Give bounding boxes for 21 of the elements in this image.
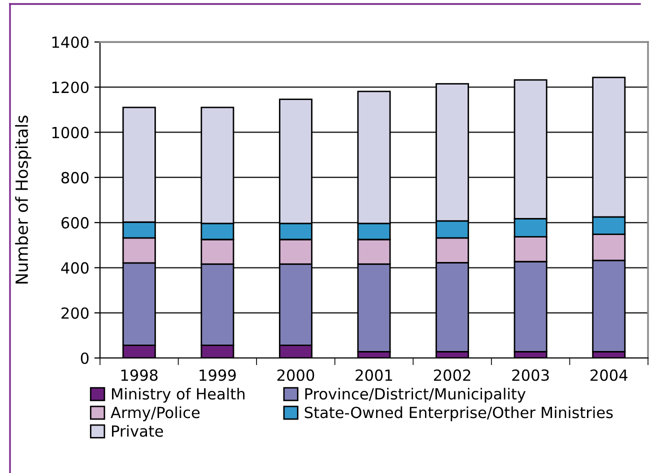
- x-tick-label: 2000: [277, 369, 314, 381]
- y-tick-label: 800: [61, 172, 89, 184]
- legend-label: State-Owned Enterprise/Other Ministries: [304, 406, 613, 422]
- y-axis-title: Number of Hospitals: [15, 116, 32, 284]
- x-tick-label: 1998: [121, 369, 158, 381]
- y-tick-label: 400: [61, 262, 89, 274]
- y-tick-label: 1400: [52, 36, 89, 48]
- y-tick-label: 1200: [52, 82, 89, 94]
- x-tick-label: 2003: [512, 369, 549, 381]
- legend-label: Ministry of Health: [112, 388, 244, 403]
- y-tick-label: 600: [61, 217, 89, 229]
- legend-label: Private: [112, 425, 163, 437]
- x-tick-label: 2001: [356, 369, 392, 381]
- y-tick-label: 200: [62, 307, 89, 319]
- x-tick-label: 2004: [590, 369, 628, 381]
- x-tick-label: 1999: [200, 369, 236, 381]
- y-tick-label: 0: [80, 352, 89, 364]
- x-tick-label: 2002: [434, 369, 470, 381]
- y-tick-label: 1000: [52, 126, 89, 138]
- legend-label: Army/Police: [110, 406, 200, 422]
- legend-label: Province/District/Municipality: [305, 388, 526, 403]
